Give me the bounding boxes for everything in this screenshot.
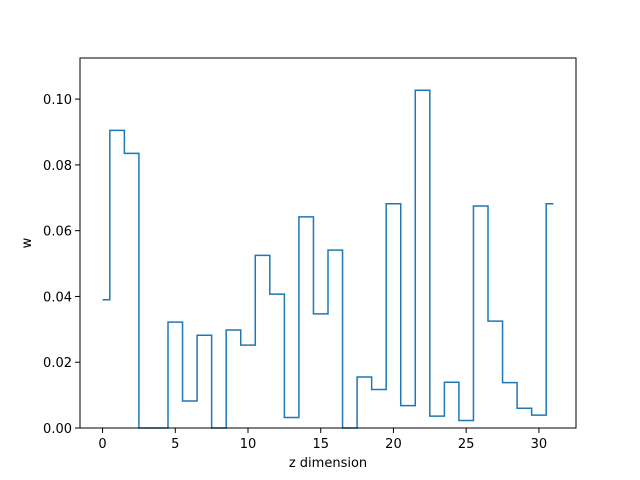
series-line	[102, 89, 554, 429]
x-tick-label: 10	[240, 437, 257, 452]
plot-frame	[79, 57, 577, 429]
y-tick-label: 0.04	[43, 290, 72, 305]
x-tick-label: 5	[171, 437, 179, 452]
y-tick-label: 0.06	[43, 225, 72, 240]
x-tick-label: 30	[531, 437, 548, 452]
x-tick-label: 20	[385, 437, 402, 452]
y-axis-label: w	[20, 237, 35, 248]
x-tick-label: 25	[458, 437, 475, 452]
y-tick-label: 0.10	[43, 93, 72, 108]
x-tick-label: 0	[98, 437, 106, 452]
y-tick-label: 0.08	[43, 159, 72, 174]
x-tick-label: 15	[312, 437, 329, 452]
y-tick-label: 0.00	[43, 422, 72, 437]
x-axis-label: z dimension	[289, 456, 367, 471]
y-tick-label: 0.02	[43, 356, 72, 371]
